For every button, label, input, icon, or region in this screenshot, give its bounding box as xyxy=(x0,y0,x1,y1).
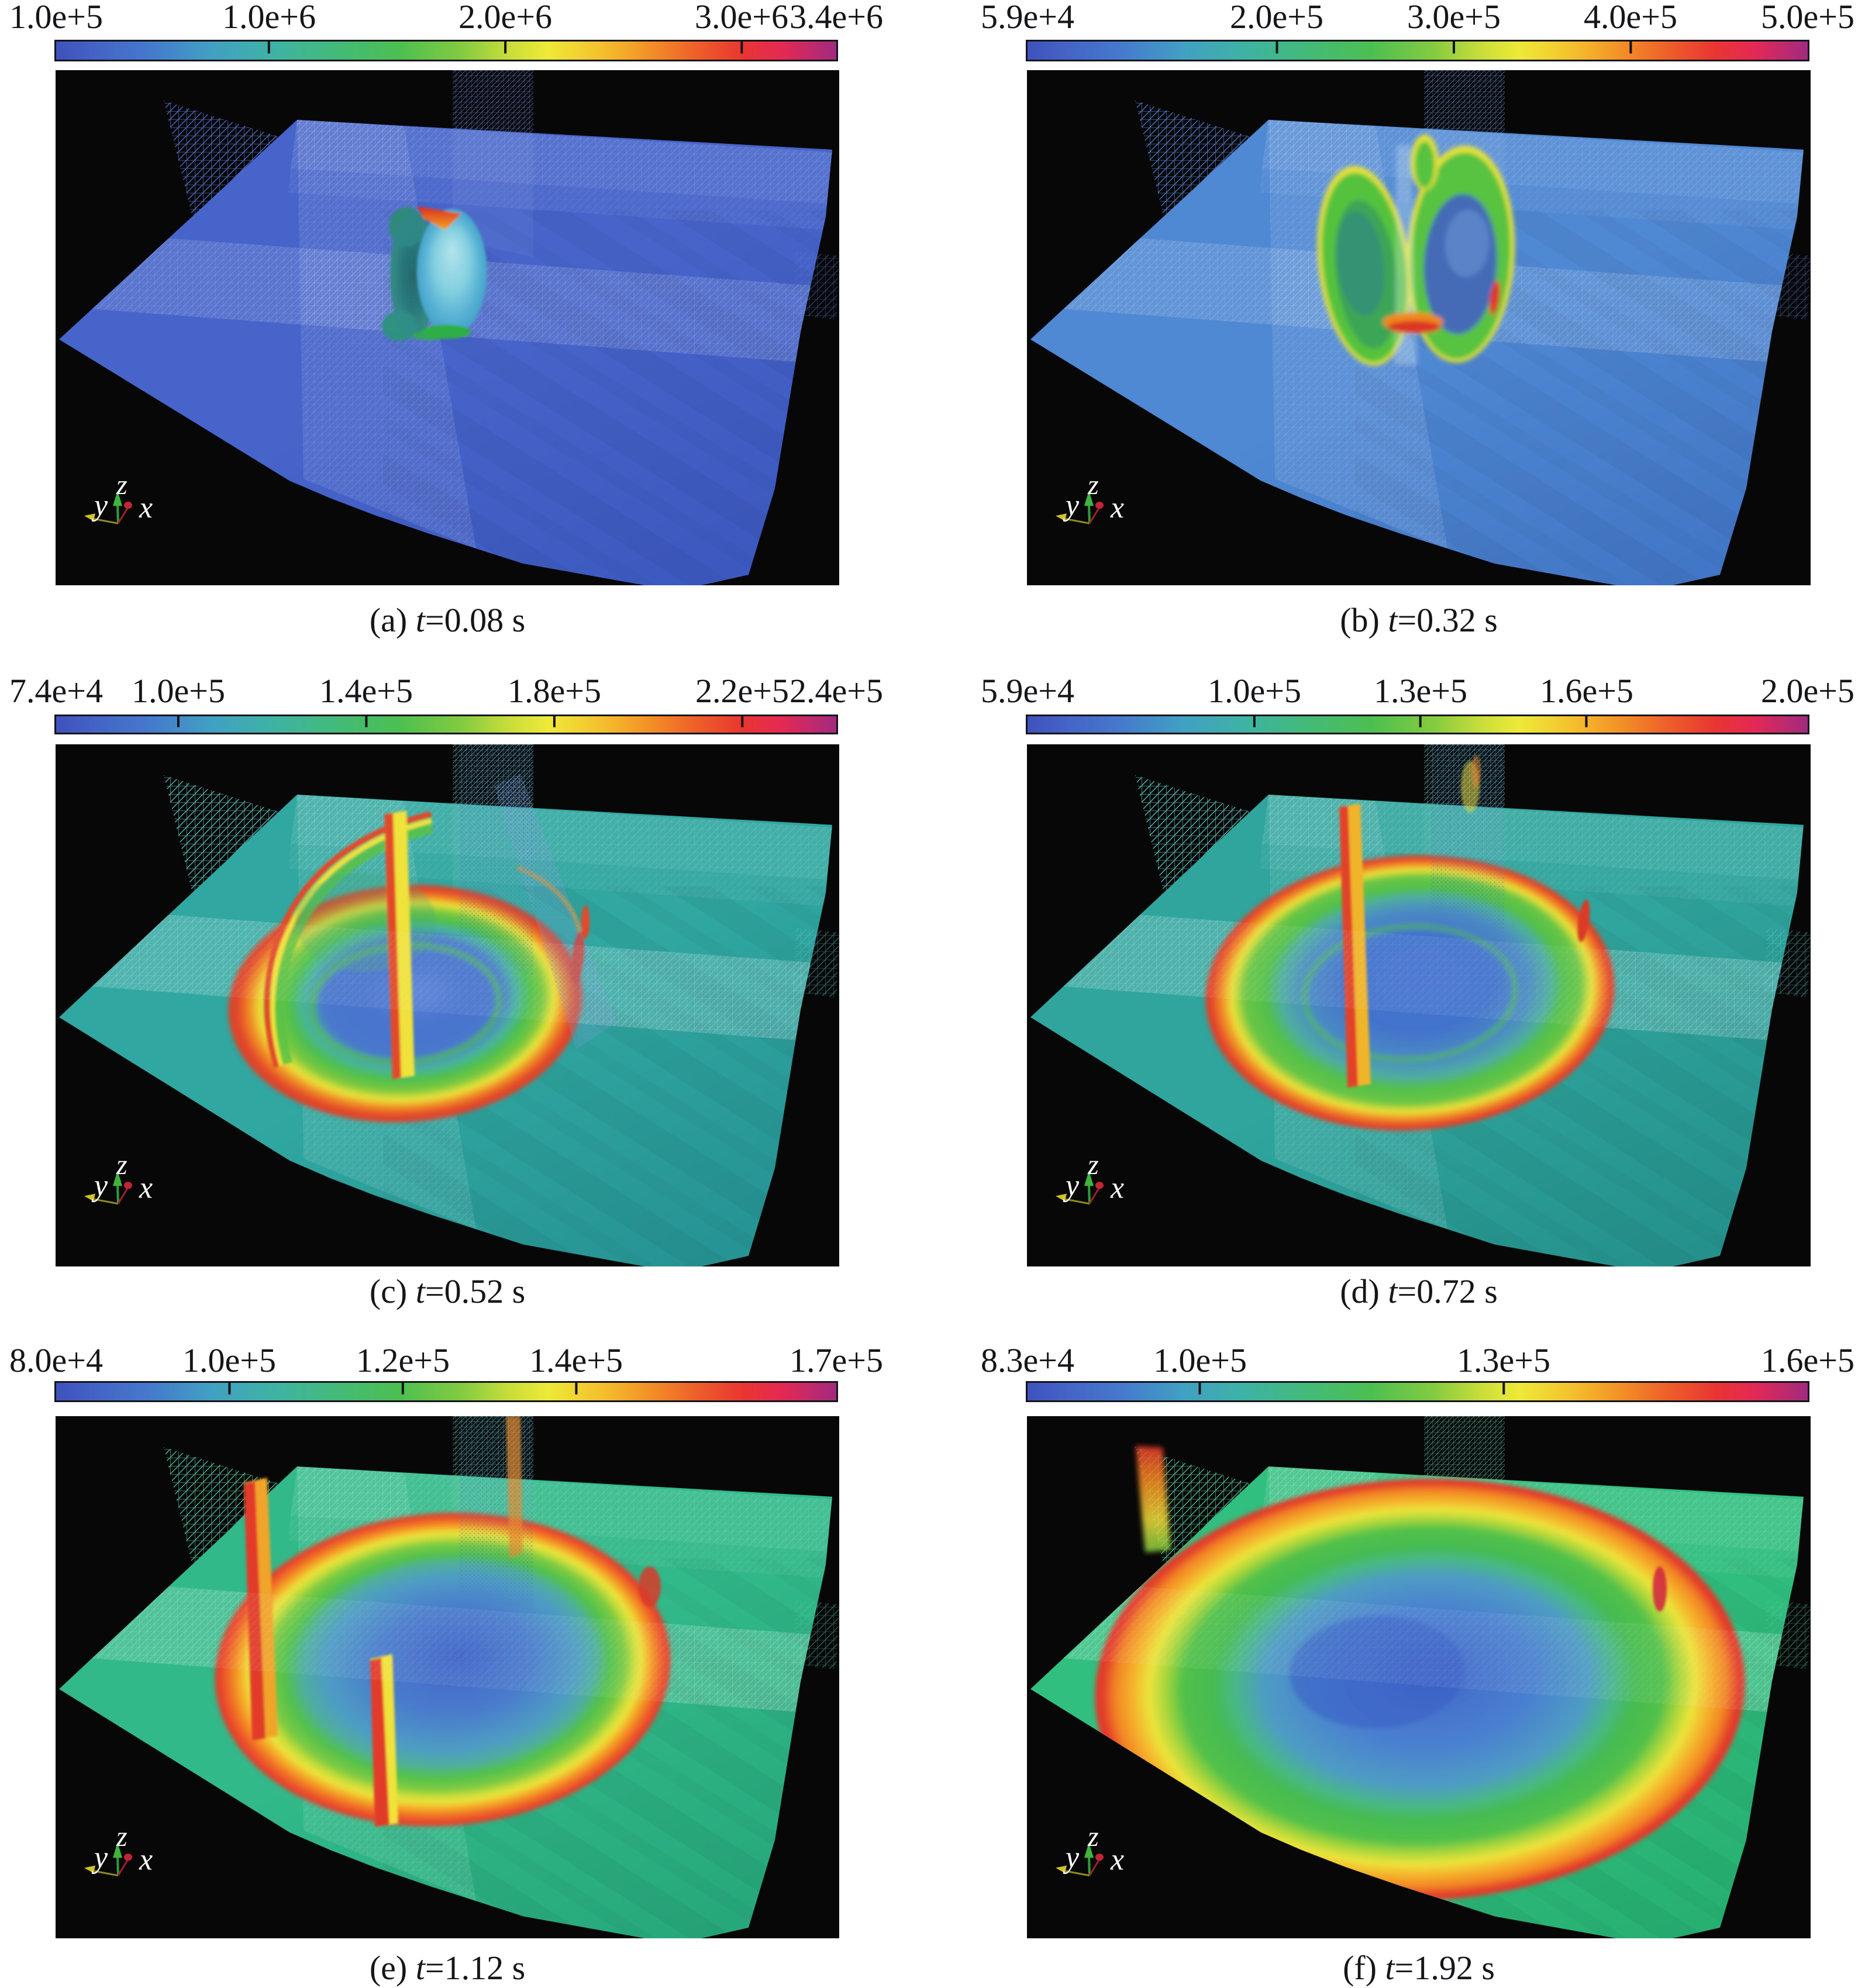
svg-text:z: z xyxy=(116,470,127,501)
svg-text:x: x xyxy=(1110,491,1124,524)
svg-text:z: z xyxy=(1087,1150,1099,1181)
svg-text:z: z xyxy=(1087,1821,1099,1852)
svg-text:x: x xyxy=(1110,1842,1124,1876)
svg-text:z: z xyxy=(116,1150,127,1181)
svg-text:z: z xyxy=(1087,470,1099,501)
svg-text:y: y xyxy=(1063,489,1080,522)
svg-text:z: z xyxy=(116,1821,127,1852)
svg-text:x: x xyxy=(1110,1171,1124,1204)
svg-text:y: y xyxy=(91,489,108,522)
svg-text:x: x xyxy=(139,1171,153,1204)
svg-text:x: x xyxy=(139,491,153,524)
svg-text:y: y xyxy=(91,1840,108,1874)
svg-text:y: y xyxy=(1063,1168,1080,1202)
svg-text:x: x xyxy=(139,1842,153,1876)
svg-text:y: y xyxy=(1063,1840,1080,1874)
svg-text:y: y xyxy=(91,1168,108,1202)
